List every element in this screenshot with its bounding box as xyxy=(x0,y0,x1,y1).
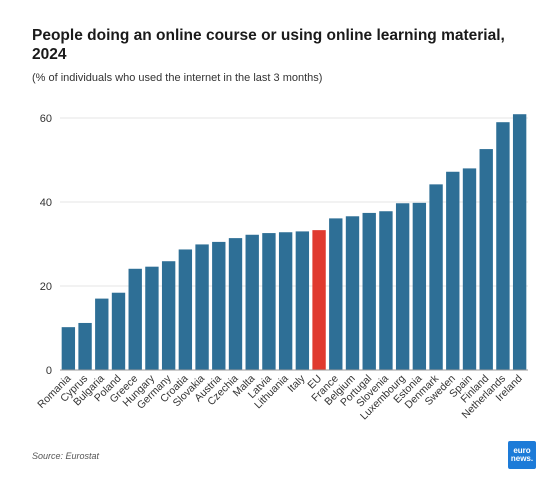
bar-spain xyxy=(462,168,477,370)
bar-poland xyxy=(111,292,126,370)
bar-denmark xyxy=(429,184,443,370)
y-axis-ticks: 0 20 40 60 xyxy=(40,113,52,377)
bar-sweden xyxy=(446,171,460,370)
y-tick-label: 0 xyxy=(46,365,52,377)
bar-greece xyxy=(128,268,142,370)
bar-croatia xyxy=(178,249,193,370)
bar-portugal xyxy=(362,212,376,370)
bar-lithuania xyxy=(278,232,293,370)
y-tick-label: 20 xyxy=(40,281,52,293)
bar-netherlands xyxy=(496,122,510,370)
bar-bulgaria xyxy=(95,298,109,370)
bar-hungary xyxy=(145,266,159,370)
source-note: Source: Eurostat xyxy=(32,451,100,461)
bar-slovakia xyxy=(195,244,209,370)
logo-line-1: euro xyxy=(513,446,531,455)
bars xyxy=(61,114,527,370)
bar-estonia xyxy=(412,202,427,370)
bar-italy xyxy=(295,231,310,370)
bar-malta xyxy=(245,234,259,370)
chart-title: People doing an online course or using o… xyxy=(32,27,505,63)
bar-eu xyxy=(312,230,326,370)
bar-belgium xyxy=(345,216,360,370)
bar-ireland xyxy=(512,114,527,370)
euronews-logo: euro news. xyxy=(508,441,536,469)
bar-czechia xyxy=(228,238,243,370)
bar-luxembourg xyxy=(395,203,410,370)
bar-finland xyxy=(479,149,493,370)
y-tick-label: 40 xyxy=(40,197,52,209)
y-tick-label: 60 xyxy=(40,113,52,125)
bar-latvia xyxy=(262,233,276,370)
bar-chart: 0 20 40 60 RomaniaCyprusBulgariaPolandGreec… xyxy=(35,113,528,422)
bar-germany xyxy=(161,261,176,370)
bar-cyprus xyxy=(78,322,92,370)
bar-slovenia xyxy=(379,211,393,370)
bar-france xyxy=(329,218,343,370)
chart-subtitle: (% of individuals who used the internet … xyxy=(32,72,323,84)
logo-line-2: news. xyxy=(510,454,534,463)
x-axis-ticks: RomaniaCyprusBulgariaPolandGreeceHungary… xyxy=(35,372,525,422)
bar-austria xyxy=(212,241,226,370)
bar-romania xyxy=(61,327,76,370)
